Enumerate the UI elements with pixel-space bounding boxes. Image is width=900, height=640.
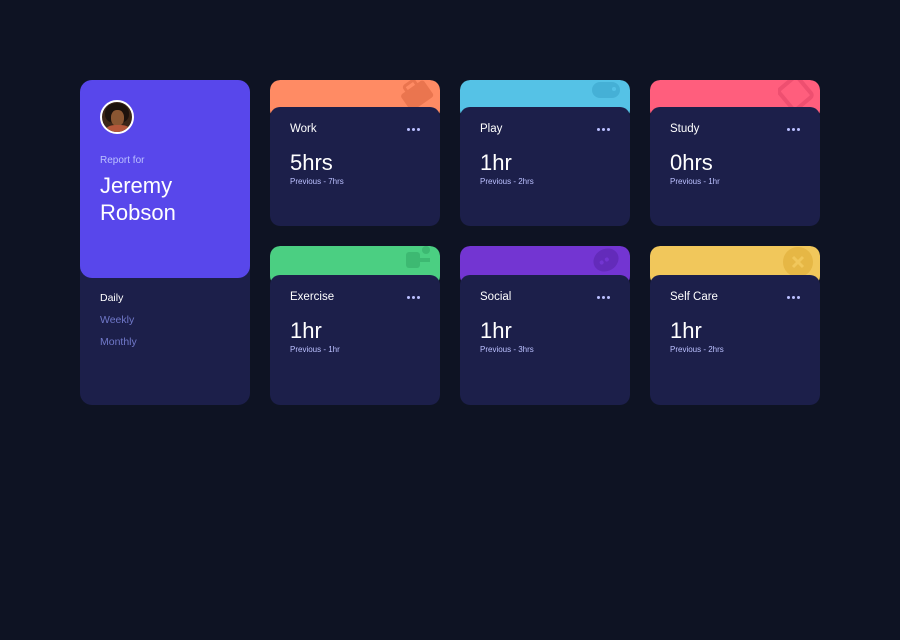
card-body: Self Care 1hr Previous - 2hrs	[650, 275, 820, 405]
card-title: Play	[480, 123, 503, 135]
period-monthly[interactable]: Monthly	[100, 336, 137, 348]
current-hours: 1hr	[480, 318, 512, 343]
ellipsis-menu-icon[interactable]	[407, 124, 420, 135]
current-hours: 5hrs	[290, 150, 333, 175]
profile-header: Report for Jeremy Robson	[80, 80, 250, 278]
briefcase-icon	[401, 80, 434, 111]
ellipsis-menu-icon[interactable]	[787, 292, 800, 303]
previous-hours: Previous - 1hr	[670, 177, 720, 186]
report-for-label: Report for	[100, 155, 145, 166]
activity-card-exercise: Exercise 1hr Previous - 1hr	[270, 246, 440, 405]
card-title: Social	[480, 291, 512, 303]
activity-card-play: Play 1hr Previous - 2hrs	[460, 80, 630, 226]
previous-hours: Previous - 2hrs	[670, 345, 724, 354]
gamepad-icon	[592, 82, 620, 98]
current-hours: 1hr	[670, 318, 702, 343]
ellipsis-menu-icon[interactable]	[787, 124, 800, 135]
previous-hours: Previous - 3hrs	[480, 345, 534, 354]
period-daily[interactable]: Daily	[100, 292, 124, 304]
card-body: Study 0hrs Previous - 1hr	[650, 107, 820, 226]
activity-card-study: Study 0hrs Previous - 1hr	[650, 80, 820, 226]
period-weekly[interactable]: Weekly	[100, 314, 135, 326]
ellipsis-menu-icon[interactable]	[597, 292, 610, 303]
card-body: Play 1hr Previous - 2hrs	[460, 107, 630, 226]
card-title: Work	[290, 123, 317, 135]
card-body: Exercise 1hr Previous - 1hr	[270, 275, 440, 405]
book-icon	[778, 80, 814, 112]
activity-card-work: Work 5hrs Previous - 7hrs	[270, 80, 440, 226]
card-body: Social 1hr Previous - 3hrs	[460, 275, 630, 405]
current-hours: 1hr	[480, 150, 512, 175]
activity-card-self-care: Self Care 1hr Previous - 2hrs	[650, 246, 820, 405]
previous-hours: Previous - 2hrs	[480, 177, 534, 186]
current-hours: 1hr	[290, 318, 322, 343]
current-hours: 0hrs	[670, 150, 713, 175]
previous-hours: Previous - 1hr	[290, 345, 340, 354]
card-title: Exercise	[290, 291, 335, 303]
ellipsis-menu-icon[interactable]	[407, 292, 420, 303]
avatar	[100, 100, 134, 134]
ellipsis-menu-icon[interactable]	[597, 124, 610, 135]
card-title: Study	[670, 123, 700, 135]
speech-bubble-icon	[593, 248, 619, 272]
card-title: Self Care	[670, 291, 718, 303]
heart-cross-icon	[783, 247, 813, 277]
profile-card: Report for Jeremy Robson Daily Weekly Mo…	[80, 80, 250, 405]
time-tracking-dashboard: Report for Jeremy Robson Daily Weekly Mo…	[80, 80, 820, 405]
period-selector: Daily Weekly Monthly	[100, 292, 137, 349]
activity-card-social: Social 1hr Previous - 3hrs	[460, 246, 630, 405]
user-name: Jeremy Robson	[100, 173, 176, 225]
running-icon	[406, 246, 430, 268]
previous-hours: Previous - 7hrs	[290, 177, 344, 186]
card-body: Work 5hrs Previous - 7hrs	[270, 107, 440, 226]
